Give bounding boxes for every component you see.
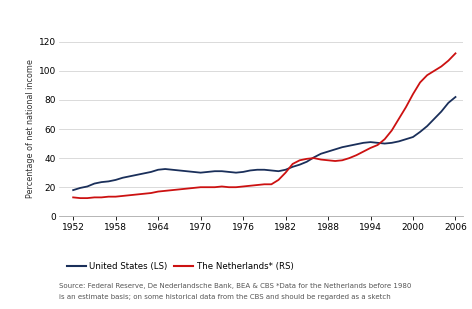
Y-axis label: Percentage of net national income: Percentage of net national income [26,60,35,198]
Text: Chart 1  Mortgage debt outstanding in the United States and the Netherlands: Chart 1 Mortgage debt outstanding in the… [7,11,467,21]
Text: Source: Federal Reserve, De Nederlandsche Bank, BEA & CBS *Data for the Netherla: Source: Federal Reserve, De Nederlandsch… [59,283,412,289]
Legend: United States (LS), The Netherlands* (RS): United States (LS), The Netherlands* (RS… [63,259,297,275]
Text: is an estimate basis; on some historical data from the CBS and should be regarde: is an estimate basis; on some historical… [59,294,391,300]
